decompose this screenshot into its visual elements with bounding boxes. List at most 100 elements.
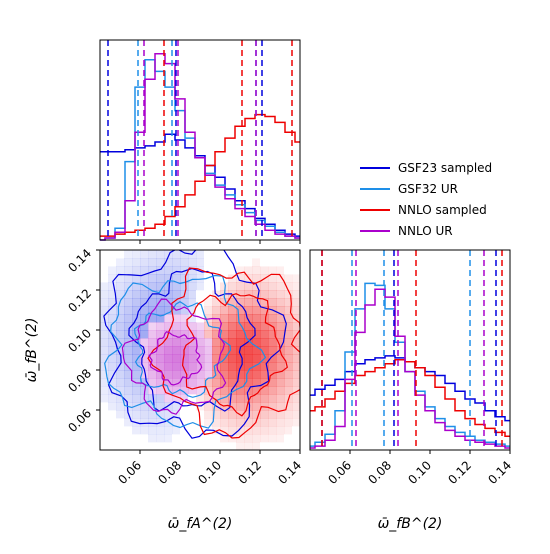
- density-cell: [260, 338, 269, 347]
- density-cell: [276, 362, 285, 371]
- density-cell: [212, 394, 221, 403]
- density-cell: [156, 330, 165, 339]
- density-cell: [244, 362, 253, 371]
- density-cell: [172, 250, 181, 259]
- density-cell: [100, 426, 109, 435]
- density-cell: [164, 258, 173, 267]
- density-cell: [236, 274, 245, 283]
- density-cell: [228, 442, 237, 451]
- density-cell: [108, 322, 117, 331]
- density-cell: [140, 250, 149, 259]
- density-cell: [284, 442, 293, 451]
- density-cell: [204, 298, 213, 307]
- density-cell: [252, 362, 261, 371]
- density-cell: [148, 354, 157, 363]
- density-cell: [220, 378, 229, 387]
- density-cell: [260, 426, 269, 435]
- density-cell: [228, 354, 237, 363]
- density-cell: [244, 346, 253, 355]
- density-cell: [204, 362, 213, 371]
- density-cell: [172, 290, 181, 299]
- density-cell: [116, 442, 125, 451]
- density-cell: [260, 330, 269, 339]
- density-cell: [132, 410, 141, 419]
- density-cell: [292, 298, 301, 307]
- density-cell: [284, 362, 293, 371]
- density-cell: [284, 434, 293, 443]
- density-cell: [164, 282, 173, 291]
- density-cell: [268, 330, 277, 339]
- density-cell: [116, 402, 125, 411]
- density-cell: [244, 402, 253, 411]
- density-cell: [180, 314, 189, 323]
- density-cell: [140, 298, 149, 307]
- density-cell: [196, 290, 205, 299]
- density-cell: [252, 426, 261, 435]
- density-cell: [260, 306, 269, 315]
- density-cell: [164, 386, 173, 395]
- density-cell: [196, 434, 205, 443]
- density-cell: [156, 298, 165, 307]
- marginal-fB-panel: [310, 250, 510, 450]
- density-cell: [228, 362, 237, 371]
- density-cell: [212, 322, 221, 331]
- density-cell: [172, 314, 181, 323]
- density-cell: [292, 386, 301, 395]
- xlab-B-base: ω̄_fB^(2): [378, 516, 443, 532]
- density-cell: [268, 282, 277, 291]
- density-cell: [100, 266, 109, 275]
- density-cell: [188, 322, 197, 331]
- density-cell: [116, 322, 125, 331]
- density-cell: [100, 402, 109, 411]
- density-cell: [292, 394, 301, 403]
- density-cell: [284, 370, 293, 379]
- density-cell: [180, 330, 189, 339]
- density-cell: [244, 258, 253, 267]
- density-cell: [204, 346, 213, 355]
- density-cell: [284, 322, 293, 331]
- density-cell: [108, 434, 117, 443]
- density-cell: [124, 330, 133, 339]
- density-cell: [140, 354, 149, 363]
- density-cell: [292, 434, 301, 443]
- density-cell: [188, 338, 197, 347]
- density-cell: [252, 290, 261, 299]
- density-cell: [284, 338, 293, 347]
- density-cell: [236, 370, 245, 379]
- density-cell: [156, 442, 165, 451]
- density-cell: [116, 386, 125, 395]
- density-cell: [100, 362, 109, 371]
- density-cell: [252, 338, 261, 347]
- density-cell: [140, 418, 149, 427]
- density-cell: [268, 418, 277, 427]
- density-cell: [228, 322, 237, 331]
- density-cell: [276, 410, 285, 419]
- density-cell: [276, 402, 285, 411]
- contour-inner: [181, 293, 288, 417]
- density-cell: [220, 322, 229, 331]
- density-cell: [156, 410, 165, 419]
- density-cell: [252, 258, 261, 267]
- density-cell: [156, 266, 165, 275]
- density-cell: [236, 250, 245, 259]
- density-cell: [140, 434, 149, 443]
- density-cell: [292, 306, 301, 315]
- density-cell: [116, 426, 125, 435]
- density-cell: [156, 418, 165, 427]
- density-cell: [284, 306, 293, 315]
- density-cell: [276, 298, 285, 307]
- density-cell: [108, 258, 117, 267]
- density-cell: [276, 250, 285, 259]
- density-cell: [124, 322, 133, 331]
- density-cell: [124, 298, 133, 307]
- density-cell: [212, 266, 221, 275]
- density-cell: [132, 362, 141, 371]
- density-cell: [204, 250, 213, 259]
- density-cell: [292, 322, 301, 331]
- density-cell: [236, 258, 245, 267]
- density-cell: [228, 266, 237, 275]
- density-cell: [172, 274, 181, 283]
- density-cell: [244, 378, 253, 387]
- density-cell: [228, 282, 237, 291]
